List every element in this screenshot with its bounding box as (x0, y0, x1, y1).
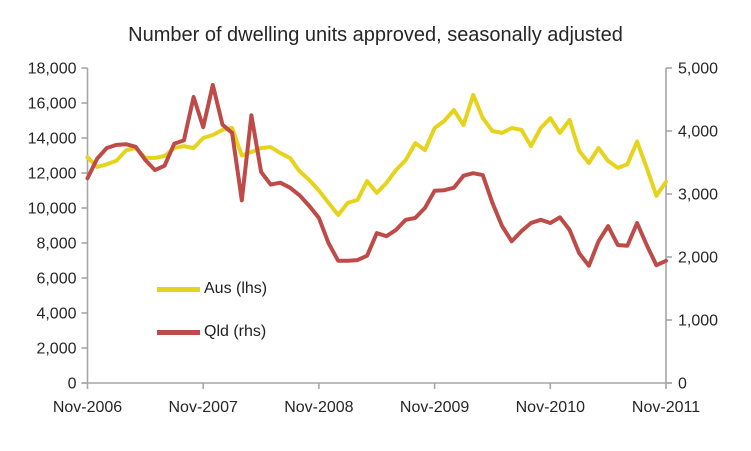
right-axis-tick-label: 0 (678, 376, 687, 393)
right-axis-tick-label: 5,000 (678, 61, 718, 78)
left-axis-tick-label: 0 (68, 376, 77, 393)
legend-item-qld: Qld (rhs) (157, 324, 266, 340)
left-axis-tick-label: 8,000 (36, 236, 76, 253)
x-axis-tick-label: Nov-2007 (169, 399, 238, 416)
left-axis-tick-label: 16,000 (28, 96, 77, 113)
left-axis-tick-label: 4,000 (36, 306, 76, 323)
right-axis-tick-label: 3,000 (678, 187, 718, 204)
right-axis-tick-label: 1,000 (678, 313, 718, 330)
left-axis-tick-label: 12,000 (28, 166, 77, 183)
right-axis-tick-label: 2,000 (678, 250, 718, 267)
series-line-qld (85, 83, 668, 268)
x-axis-tick-label: Nov-2011 (632, 399, 700, 416)
series-line-aus (85, 92, 668, 217)
x-axis-tick-label: Nov-2009 (400, 399, 469, 416)
chart-title: Number of dwelling units approved, seaso… (128, 24, 623, 46)
left-axis-tick-label: 2,000 (36, 341, 76, 358)
x-axis-tick-label: Nov-2006 (53, 399, 122, 416)
left-axis-tick-label: 6,000 (36, 271, 76, 288)
legend-item-aus: Aus (lhs) (157, 281, 267, 297)
legend-label-aus: Aus (lhs) (204, 280, 268, 297)
left-axis-tick-label: 18,000 (28, 61, 77, 78)
left-axis-tick-label: 14,000 (28, 131, 77, 148)
qld-line-swatch (157, 329, 200, 335)
x-axis-tick-label: Nov-2010 (516, 399, 585, 416)
left-axis-tick-label: 10,000 (28, 201, 77, 218)
aus-line-swatch (157, 286, 200, 292)
x-axis-tick-label: Nov-2008 (284, 399, 353, 416)
legend-label-qld: Qld (rhs) (204, 323, 267, 340)
right-axis-tick-label: 4,000 (678, 124, 718, 141)
